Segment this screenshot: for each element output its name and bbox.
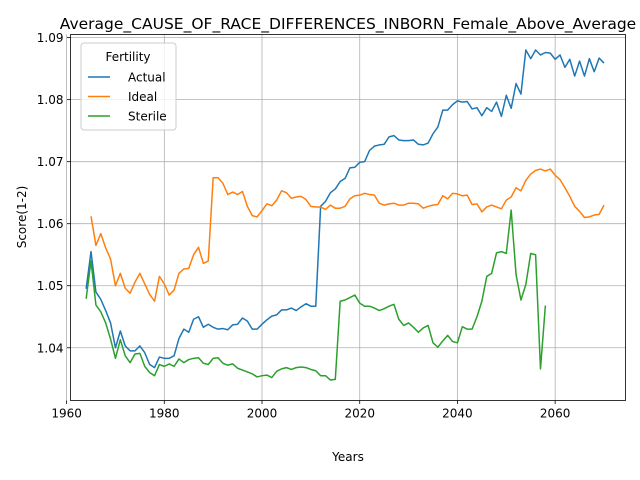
y-tick-label: 1.09 [37,31,64,45]
legend-box [80,42,177,131]
x-tick-label: 1960 [51,407,82,421]
x-tick-label: 2040 [442,407,473,421]
y-tick-label: 1.05 [37,279,64,293]
x-tick-label: 2000 [247,407,278,421]
series-lines [85,49,605,381]
y-tick-label: 1.06 [37,217,64,231]
series-line-ideal [90,168,605,302]
y-tick-label: 1.07 [37,155,64,169]
grid [66,34,626,401]
x-tick-label: 2020 [344,407,375,421]
plot-frame [70,34,626,401]
y-tick-label: 1.08 [37,93,64,107]
x-axis-label: Years [331,450,364,464]
x-axis-ticks: 1960 1980 2000 2020 2040 2060 [51,400,571,421]
legend-items: Actual Ideal Sterile [88,71,167,124]
y-tick-label: 1.04 [37,341,64,355]
y-axis-label: Score(1-2) [15,186,29,249]
y-axis-ticks: 1.04 1.05 1.06 1.07 1.08 1.09 [37,31,71,355]
legend-label: Ideal [128,90,157,104]
series-line-actual [85,49,605,369]
legend-title: Fertility [105,50,150,64]
legend-label: Actual [128,71,166,85]
legend-label: Sterile [128,110,167,124]
chart-title: Average_CAUSE_OF_RACE_DIFFERENCES_INBORN… [60,15,636,34]
x-tick-label: 1980 [149,407,180,421]
x-tick-label: 2060 [540,407,571,421]
series-line-sterile [85,209,547,381]
legend: Fertility Actual Ideal Sterile [80,42,177,131]
